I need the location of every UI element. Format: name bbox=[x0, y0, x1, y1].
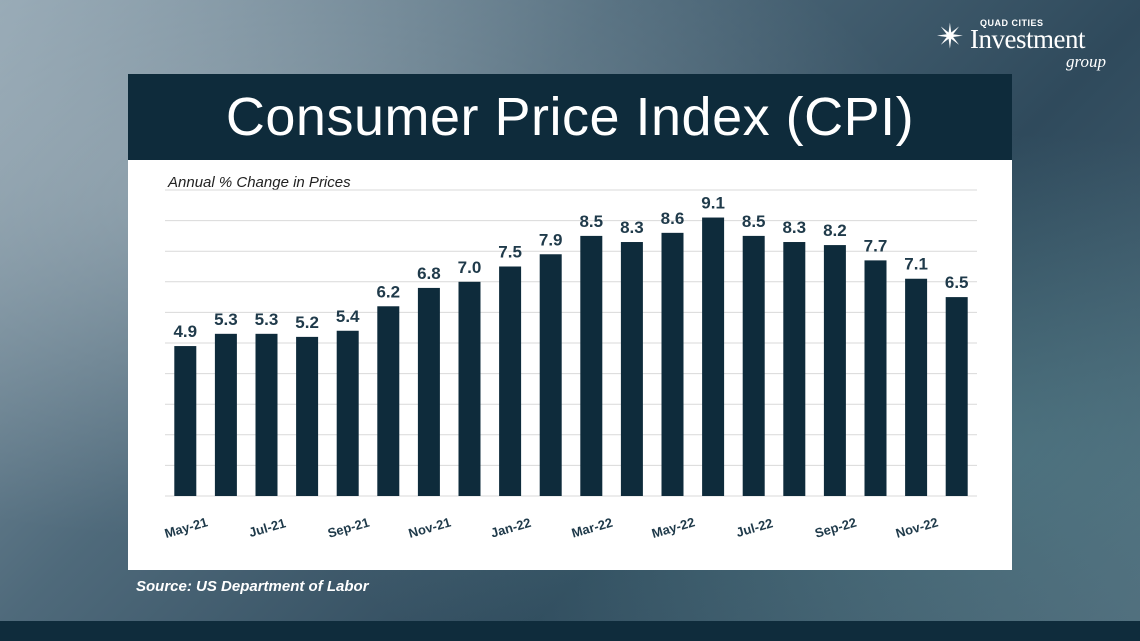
bar bbox=[499, 266, 522, 496]
bar bbox=[823, 245, 846, 496]
bar bbox=[661, 232, 684, 496]
data-label: 7.0 bbox=[458, 258, 482, 277]
x-tick-label: Nov-22 bbox=[894, 514, 940, 540]
data-label: 9.1 bbox=[701, 194, 725, 213]
data-label: 8.3 bbox=[782, 218, 806, 237]
title-bar: Consumer Price Index (CPI) bbox=[128, 74, 1012, 160]
chart-title: Consumer Price Index (CPI) bbox=[225, 87, 915, 147]
data-label: 5.4 bbox=[336, 307, 360, 326]
x-tick-label: Nov-21 bbox=[407, 514, 453, 540]
source-note: Source: US Department of Labor bbox=[136, 578, 369, 595]
company-logo: ✴ QUAD CITIES Investment group bbox=[936, 16, 1126, 71]
x-tick-label: May-22 bbox=[650, 514, 697, 541]
data-label: 8.5 bbox=[579, 212, 603, 231]
logo-line-3: group bbox=[1066, 52, 1106, 71]
data-label: 7.9 bbox=[539, 230, 563, 249]
bar bbox=[174, 346, 197, 496]
data-label: 7.7 bbox=[864, 236, 888, 255]
data-label: 8.3 bbox=[620, 218, 644, 237]
data-label: 6.5 bbox=[945, 273, 969, 292]
bar bbox=[417, 287, 440, 496]
data-label: 4.9 bbox=[173, 322, 197, 341]
bar bbox=[539, 254, 562, 496]
bar bbox=[377, 306, 400, 496]
bar bbox=[905, 278, 928, 496]
data-label: 8.5 bbox=[742, 212, 766, 231]
data-label: 6.8 bbox=[417, 264, 441, 283]
x-tick-label: Mar-22 bbox=[570, 515, 614, 541]
star-logo-icon: ✴ bbox=[936, 17, 965, 57]
bar bbox=[580, 235, 603, 496]
x-tick-label: Sep-21 bbox=[326, 515, 371, 541]
x-tick-label: Jan-22 bbox=[489, 515, 533, 541]
data-label: 7.5 bbox=[498, 243, 522, 262]
bar bbox=[336, 330, 359, 496]
x-tick-label: May-21 bbox=[163, 514, 210, 541]
bar bbox=[702, 217, 725, 497]
bar bbox=[945, 297, 968, 496]
bar bbox=[783, 242, 806, 496]
bar bbox=[255, 333, 278, 496]
data-label: 5.3 bbox=[214, 310, 238, 329]
bar bbox=[214, 333, 237, 496]
bar bbox=[620, 242, 643, 496]
bottom-strip bbox=[0, 621, 1140, 641]
data-label: 6.2 bbox=[376, 282, 400, 301]
bar bbox=[458, 281, 481, 496]
data-label: 8.6 bbox=[661, 209, 685, 228]
data-label: 7.1 bbox=[904, 255, 928, 274]
x-tick-label: Jul-21 bbox=[247, 515, 287, 540]
data-label: 5.2 bbox=[295, 313, 319, 332]
bar bbox=[864, 260, 887, 496]
logo-line-1: QUAD CITIES bbox=[980, 18, 1044, 28]
x-tick-label: Sep-22 bbox=[813, 515, 858, 541]
logo-line-2: Investment bbox=[970, 24, 1085, 54]
data-label: 8.2 bbox=[823, 221, 847, 240]
data-label: 5.3 bbox=[255, 310, 279, 329]
bar bbox=[742, 235, 765, 496]
x-tick-label: Jul-22 bbox=[734, 515, 774, 540]
bar bbox=[296, 336, 319, 496]
chart-subtitle: Annual % Change in Prices bbox=[168, 174, 351, 191]
